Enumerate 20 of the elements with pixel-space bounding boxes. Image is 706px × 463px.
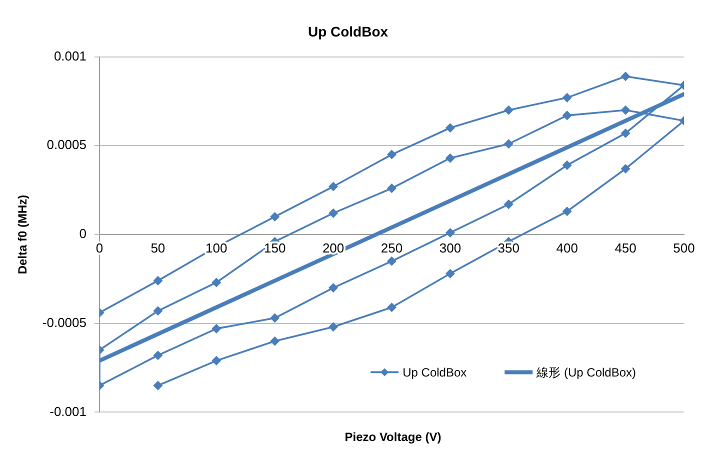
x-tick-label: 150 [264,240,286,256]
y-tick-label: -0.001 [50,404,86,419]
x-tick-label: 400 [556,240,578,256]
chart-title: Up ColdBox [308,23,388,40]
x-axis-title: Piezo Voltage (V) [344,430,442,444]
x-tick-label: 50 [150,240,166,256]
x-tick-label: 250 [380,240,403,256]
y-axis-title: Delta f0 (MHz) [16,194,30,274]
x-tick-label: 200 [322,240,344,256]
y-tick-label: 0.0005 [46,137,86,152]
x-tick-label: 500 [673,240,695,256]
x-tick-label: 0 [96,240,104,256]
y-tick-label: 0 [79,226,86,242]
x-tick-label: 450 [614,240,636,256]
x-tick-label: 350 [498,240,520,256]
legend-label: Up ColdBox [402,366,467,380]
y-tick-label: -0.0005 [42,314,86,330]
y-tick-label: 0.001 [54,48,86,64]
legend-label: 線形 (Up ColdBox) [536,366,636,380]
x-tick-label: 300 [439,240,462,256]
